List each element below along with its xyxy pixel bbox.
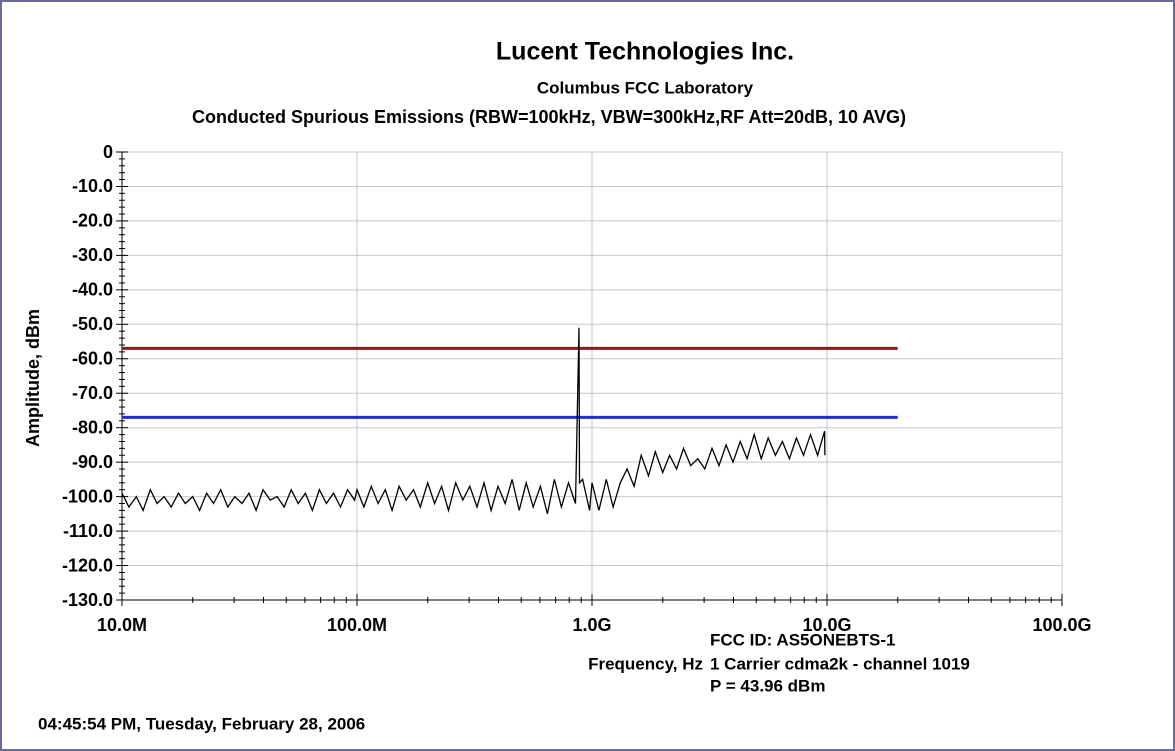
y-tick-label: -30.0	[72, 245, 113, 265]
y-tick-label: -90.0	[72, 452, 113, 472]
x-tick-label: 100.0M	[327, 615, 387, 635]
y-tick-label: -50.0	[72, 314, 113, 334]
x-tick-label: 1.0G	[572, 615, 611, 635]
chart-title: Lucent Technologies Inc.	[496, 38, 794, 66]
y-tick-label: -20.0	[72, 211, 113, 231]
y-tick-label: -130.0	[62, 590, 113, 610]
chart-subtitle: Columbus FCC Laboratory	[537, 78, 754, 97]
series-line	[121, 327, 826, 514]
y-tick-label: -120.0	[62, 555, 113, 575]
y-tick-label: -110.0	[63, 521, 113, 541]
annotation: FCC ID: AS5ONEBTS-1	[710, 630, 895, 649]
y-tick-label: -80.0	[72, 417, 113, 437]
y-tick-label: -40.0	[72, 280, 113, 300]
y-tick-label: -10.0	[72, 176, 113, 196]
x-tick-label: 10.0M	[97, 615, 147, 635]
y-tick-label: -100.0	[62, 486, 113, 506]
y-tick-label: 0	[103, 142, 113, 162]
annotation: P = 43.96 dBm	[710, 676, 825, 695]
annotation: 1 Carrier cdma2k - channel 1019	[710, 654, 970, 673]
timestamp: 04:45:54 PM, Tuesday, February 28, 2006	[38, 714, 365, 733]
chart-subtitle: Conducted Spurious Emissions (RBW=100kHz…	[192, 107, 906, 127]
x-tick-label: 10.0G	[802, 615, 851, 635]
y-tick-label: -70.0	[72, 383, 113, 403]
x-tick-label: 100.0G	[1032, 615, 1091, 635]
x-axis-label: Frequency, Hz	[588, 654, 703, 673]
y-tick-label: -60.0	[72, 349, 113, 369]
y-axis-label: Amplitude, dBm	[23, 309, 43, 447]
